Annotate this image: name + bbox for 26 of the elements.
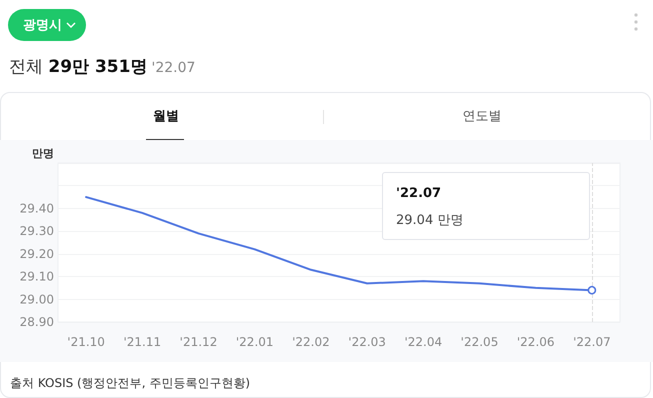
y-axis-title: 만명 bbox=[32, 147, 54, 160]
x-tick-label: '22.01 bbox=[236, 335, 274, 349]
x-tick-label: '21.11 bbox=[123, 335, 162, 349]
y-tick-label: 29.30 bbox=[20, 224, 54, 238]
y-tick-label: 29.00 bbox=[20, 292, 54, 306]
x-tick-label: '21.10 bbox=[67, 335, 105, 349]
y-tick-label: 28.90 bbox=[20, 315, 54, 329]
x-tick-label: '22.04 bbox=[404, 335, 442, 349]
chart-title: 전체 29만 351명 bbox=[9, 57, 148, 77]
x-tick-label: '21.12 bbox=[180, 335, 218, 349]
chart-subtitle: '22.07 bbox=[151, 60, 196, 76]
y-tick-label: 29.20 bbox=[20, 246, 54, 261]
text: 광명시 bbox=[23, 17, 62, 34]
x-tick-label: '22.02 bbox=[292, 335, 330, 349]
x-tick-label: '22.06 bbox=[516, 335, 555, 349]
text: 월별 bbox=[152, 108, 180, 125]
source-note: 출처 KOSIS (행정안전부, 주민등록인구현황) bbox=[10, 375, 250, 392]
x-tick-label: '22.07 bbox=[573, 335, 611, 349]
tooltip-box: '22.07 29.04 만명 bbox=[382, 172, 590, 240]
annotation: '22.07 bbox=[396, 186, 442, 201]
text: 연도별 bbox=[462, 108, 502, 125]
y-tick-label: 29.10 bbox=[20, 270, 54, 284]
y-tick-label: 29.40 bbox=[20, 201, 54, 216]
x-tick-label: '22.05 bbox=[460, 335, 498, 349]
x-tick-label: '22.03 bbox=[348, 335, 386, 349]
annotation: 29.04 만명 bbox=[396, 212, 464, 229]
